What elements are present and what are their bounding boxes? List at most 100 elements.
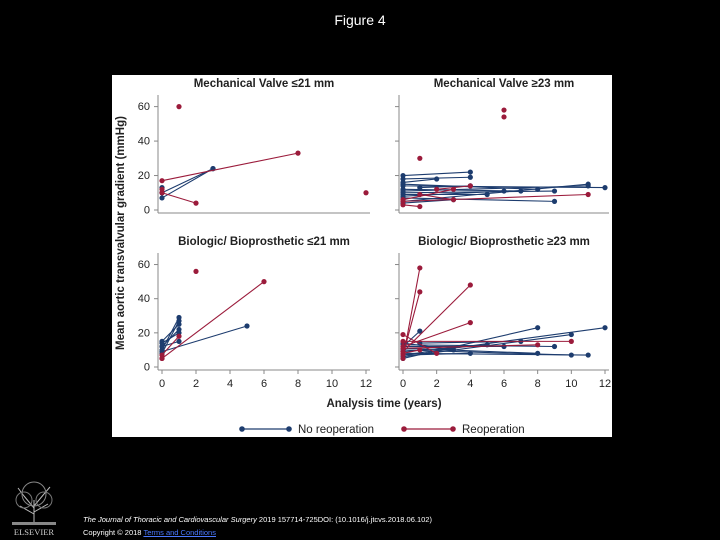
no-reoperation-point (417, 185, 423, 191)
x-axis-label: Analysis time (years) (326, 398, 441, 410)
reoperation-line (161, 281, 265, 359)
y-tick-label: 40 (138, 136, 150, 148)
y-tick-label: 20 (138, 170, 150, 182)
reoperation-line (402, 188, 454, 201)
no-reoperation-point (551, 198, 558, 204)
reoperation-line (402, 204, 420, 208)
no-reoperation-line (402, 185, 589, 192)
chart-svg: Mechanical Valve ≤21 mm0204060Mechanical… (115, 78, 611, 436)
reoperation-line (419, 193, 454, 201)
reoperation-line (161, 335, 180, 356)
reoperation-point (417, 347, 423, 353)
no-reoperation-line (402, 178, 437, 183)
panel-title: Mechanical Valve ≥23 mm (434, 78, 575, 90)
no-reoperation-point (568, 331, 574, 338)
no-reoperation-point (400, 179, 406, 186)
no-reoperation-line (402, 342, 454, 351)
legend-no-reoperation-marker (286, 426, 292, 432)
no-reoperation-line (161, 168, 214, 199)
svg-text:ELSEVIER: ELSEVIER (14, 527, 54, 537)
reoperation-line (402, 193, 589, 202)
reoperation-point (400, 350, 406, 356)
reoperation-point (400, 331, 406, 338)
reoperation-line (402, 349, 420, 354)
y-tick-label: 0 (144, 205, 150, 217)
slide-title: Figure 4 (334, 12, 386, 28)
reoperation-line (436, 185, 471, 190)
no-reoperation-point (602, 325, 608, 331)
reoperation-line (402, 291, 421, 356)
reoperation-point (417, 191, 423, 198)
panel-title: Biologic/ Bioprosthetic ≤21 mm (178, 236, 350, 248)
reoperation-line (402, 334, 437, 354)
no-reoperation-point (244, 323, 250, 329)
no-reoperation-line (402, 171, 471, 177)
y-axis-label: Mean aortic transvalvular gradient (mmHg… (115, 116, 127, 350)
no-reoperation-point (467, 350, 473, 356)
x-tick-label: 10 (326, 378, 338, 390)
reoperation-point (400, 345, 406, 351)
terms-link[interactable]: Terms and Conditions (143, 528, 216, 537)
x-tick-label: 2 (434, 378, 440, 390)
no-reoperation-point (568, 352, 574, 358)
reoperation-point (568, 338, 574, 344)
no-reoperation-point (434, 176, 440, 182)
no-reoperation-point (159, 343, 165, 350)
x-tick-label: 10 (565, 378, 577, 390)
y-tick-label: 20 (138, 327, 150, 339)
no-reoperation-point (585, 183, 591, 189)
no-reoperation-point (501, 188, 507, 194)
legend-no-reoperation-label: No reoperation (298, 424, 374, 436)
reoperation-point (159, 186, 165, 192)
elsevier-logo: ELSEVIER (6, 478, 62, 538)
x-tick-label: 0 (400, 378, 406, 390)
reoperation-point (176, 104, 182, 110)
panel-title: Biologic/ Bioprosthetic ≥23 mm (418, 236, 590, 248)
no-reoperation-point (176, 338, 182, 344)
reoperation-point (159, 355, 165, 362)
citation-doi: 2019 157714-725DOI: (10.1016/j.jtcvs.201… (256, 515, 432, 524)
no-reoperation-point (417, 328, 423, 334)
legend-reoperation-marker (401, 426, 407, 432)
reoperation-point (535, 342, 541, 348)
reoperation-line (161, 152, 299, 182)
reoperation-point (434, 350, 440, 356)
legend-no-reoperation-marker (239, 426, 245, 432)
reoperation-point (363, 190, 369, 196)
panel-title: Mechanical Valve ≤21 mm (194, 78, 335, 90)
reoperation-point (417, 265, 423, 271)
reoperation-point (417, 155, 423, 161)
no-reoperation-point (400, 188, 406, 194)
reoperation-point (261, 279, 267, 285)
reoperation-point (417, 203, 423, 210)
no-reoperation-point (551, 188, 558, 194)
reoperation-point (295, 150, 301, 156)
figure-caption: The Journal of Thoracic and Cardiovascul… (83, 515, 432, 524)
no-reoperation-point (450, 347, 457, 353)
x-tick-label: 2 (193, 378, 199, 390)
reoperation-line (402, 322, 471, 348)
reoperation-point (501, 107, 507, 113)
no-reoperation-line (161, 323, 180, 342)
reoperation-point (467, 320, 473, 326)
no-reoperation-point (585, 352, 591, 358)
x-tick-label: 4 (467, 378, 473, 390)
no-reoperation-point (551, 343, 558, 350)
y-tick-label: 60 (138, 101, 150, 113)
reoperation-point (467, 183, 473, 189)
reoperation-line (161, 192, 197, 204)
reoperation-point (434, 186, 440, 192)
x-tick-label: 12 (360, 378, 372, 390)
figure-panel: Mechanical Valve ≤21 mm 0 20 40 60 Mechanical… (112, 75, 612, 437)
copyright-line: Copyright © 2018 Terms and Conditions (83, 528, 216, 537)
no-reoperation-point (535, 350, 541, 356)
no-reoperation-line (161, 168, 214, 194)
no-reoperation-point (159, 195, 165, 201)
no-reoperation-line (402, 185, 606, 189)
no-reoperation-point (467, 174, 473, 180)
no-reoperation-line (161, 332, 180, 344)
x-tick-label: 4 (227, 378, 233, 390)
journal-name: The Journal of Thoracic and Cardiovascul… (83, 515, 257, 524)
x-tick-label: 6 (261, 378, 267, 390)
reoperation-point (159, 178, 165, 184)
